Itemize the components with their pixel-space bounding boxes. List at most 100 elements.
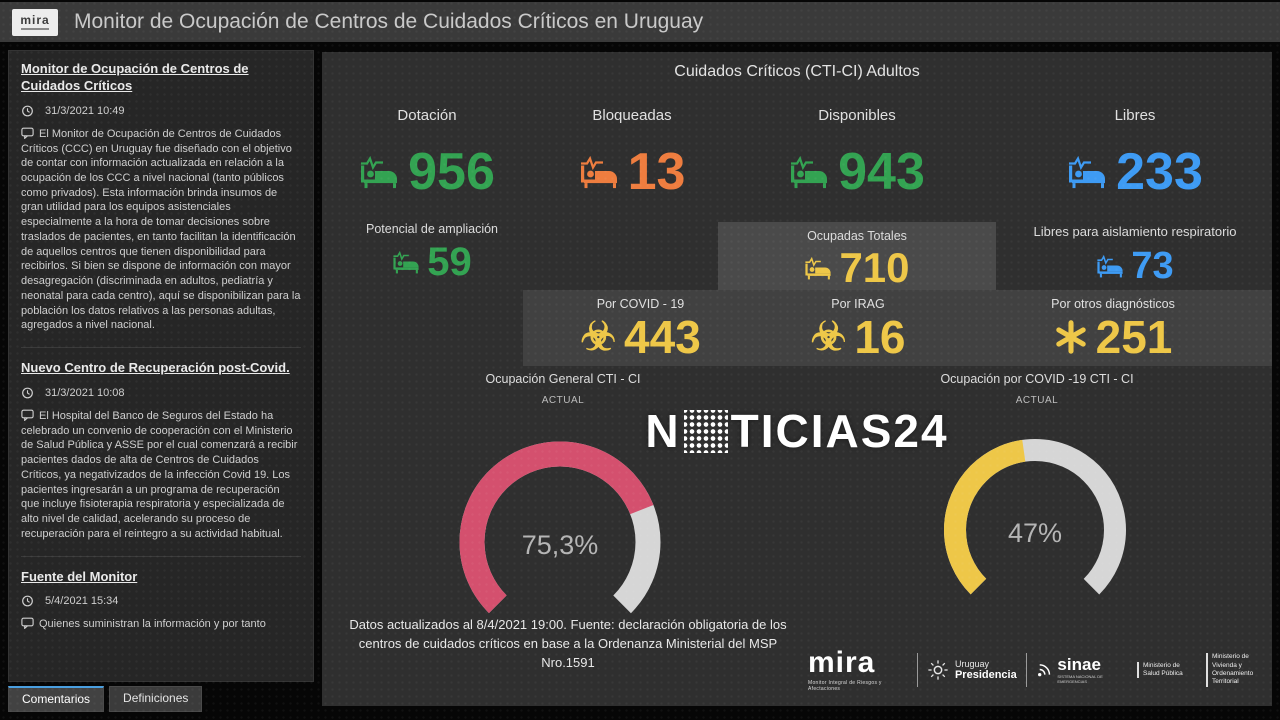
stat-value-row: 710 [718, 247, 996, 289]
stat-value: 16 [854, 311, 906, 363]
stat-label: Libres para aislamiento respiratorio [1033, 224, 1237, 239]
comment-icon [21, 617, 34, 629]
stat-value-row: 13 [537, 146, 727, 198]
section-title: Cuidados Críticos (CTI-CI) Adultos [674, 63, 920, 80]
gauge-title: Ocupación por COVID -19 CTI - CI [940, 372, 1134, 386]
stat-value-row: 251 [978, 314, 1248, 360]
entry-title-link[interactable]: Fuente del Monitor [21, 568, 138, 584]
mira-logo-underline [21, 28, 49, 30]
tab-definiciones[interactable]: Definiciones [109, 686, 203, 712]
stat-label: Disponibles [818, 107, 896, 124]
sidebar-entry: Nuevo Centro de Recuperación post-Covid.… [21, 347, 301, 542]
stat-label: Por IRAG [831, 297, 885, 311]
stat-label: Por otros diagnósticos [1051, 297, 1175, 311]
sidebar-comments-panel[interactable]: Monitor de Ocupación de Centros de Cuida… [8, 50, 314, 682]
sidebar-tabs: Comentarios Definiciones [8, 686, 203, 712]
stat-potencial-ampliacion: Potencial de ampliación 59 [332, 222, 532, 282]
stat-value: 73 [1131, 245, 1174, 287]
mira-logo-text: mira [808, 646, 876, 679]
clock-icon [21, 105, 34, 117]
comment-icon [21, 409, 34, 421]
gauge-arc [944, 439, 1126, 621]
entry-body-text: El Hospital del Banco de Seguros del Est… [21, 409, 298, 540]
gauge-subtitle: ACTUAL [1015, 395, 1059, 406]
signal-waves-icon [1036, 661, 1053, 679]
gauge-subtitle: ACTUAL [541, 395, 585, 406]
gauge-value: 75,3% [521, 530, 599, 561]
stat-value: 233 [1116, 143, 1203, 201]
page-title: Monitor de Ocupación de Centros de Cuida… [74, 10, 704, 33]
hospital-bed-icon [789, 156, 829, 189]
stat-libres: Libres 233 [1040, 107, 1230, 198]
sidebar-entry: Monitor de Ocupación de Centros de Cuida… [21, 61, 301, 333]
entry-body: El Monitor de Ocupación de Centros de Cu… [21, 127, 301, 333]
entry-time-row: 31/3/2021 10:08 [21, 387, 301, 399]
stat-libres-aislamiento: Libres para aislamiento respiratorio 73 [998, 224, 1272, 285]
biohazard-icon: ☣ [580, 315, 617, 359]
stat-bloqueadas: Bloqueadas 13 [537, 107, 727, 198]
hospital-bed-icon [392, 251, 420, 274]
watermark-text: TICIAS24 [730, 405, 949, 457]
stat-label: Ocupadas Totales [807, 229, 907, 243]
gauge-covid-header: Ocupación por COVID -19 CTI - CI ACTUAL [917, 372, 1157, 406]
entry-time-row: 31/3/2021 10:49 [21, 105, 301, 117]
presidencia-text: Uruguay [954, 658, 989, 669]
header-bar: mira Monitor de Ocupación de Centros de … [0, 2, 1280, 42]
logo-divider [916, 653, 918, 687]
entry-body: Quienes suministran la información y por… [21, 617, 301, 632]
halftone-o-icon [683, 409, 728, 453]
stat-label: Bloqueadas [592, 107, 672, 124]
data-source-footnote: Datos actualizados al 8/4/2021 19:00. Fu… [349, 617, 787, 670]
entry-title-link[interactable]: Nuevo Centro de Recuperación post-Covid. [21, 360, 290, 376]
stat-value-row: ☣ 16 [758, 314, 958, 360]
diagnostics-strip: Por COVID - 19 ☣ 443 Por IRAG ☣ 16 Por o… [523, 290, 1272, 366]
stat-label: Potencial de ampliación [365, 222, 499, 236]
hospital-bed-icon [359, 156, 399, 189]
entry-timestamp: 31/3/2021 10:08 [45, 386, 125, 399]
stat-por-irag: Por IRAG ☣ 16 [758, 297, 958, 360]
entry-body-text: El Monitor de Ocupación de Centros de Cu… [21, 127, 301, 332]
stat-value-row: 73 [998, 247, 1272, 285]
mira-logo-tagline: Monitor Integral de Riesgos y Afectacion… [808, 680, 882, 692]
footer-logos: mira Monitor Integral de Riesgos y Afect… [808, 644, 1266, 696]
entry-title-link[interactable]: Monitor de Ocupación de Centros de Cuida… [21, 61, 249, 93]
mira-logo: mira [12, 8, 58, 36]
stat-value-row: 59 [332, 242, 532, 282]
stat-value-row: 233 [1040, 146, 1230, 198]
biohazard-icon: ☣ [810, 315, 847, 359]
mira-footer-logo: mira Monitor Integral de Riesgos y Afect… [808, 646, 908, 693]
stat-value: 710 [839, 244, 910, 291]
tab-comentarios[interactable]: Comentarios [8, 686, 105, 712]
gauge-title: Ocupación General CTI - CI [485, 372, 641, 386]
sun-icon [927, 659, 949, 681]
stat-label: Libres [1114, 107, 1156, 124]
gauge-general-header: Ocupación General CTI - CI ACTUAL [382, 372, 744, 406]
stat-value: 956 [408, 143, 495, 201]
gauge-value: 47% [1007, 518, 1063, 549]
entry-body-text: Quienes suministran la información y por… [39, 618, 266, 631]
stat-value: 13 [627, 143, 686, 201]
sidebar-entry: Fuente del Monitor 5/4/2021 15:34 Quiene… [21, 555, 301, 633]
clock-icon [21, 387, 34, 399]
stat-otros-diagnosticos: Por otros diagnósticos 251 [978, 297, 1248, 360]
hospital-bed-icon [804, 257, 832, 280]
stat-label: Por COVID - 19 [596, 297, 685, 311]
entry-timestamp: 5/4/2021 15:34 [45, 595, 119, 608]
stat-value: 59 [427, 240, 472, 284]
presidencia-text: Presidencia [954, 668, 1017, 681]
sinae-logo-tagline: SISTEMA NACIONAL DE EMERGENCIAS [1057, 674, 1103, 684]
stat-dotacion: Dotación 956 [332, 107, 522, 198]
hospital-bed-icon [1096, 255, 1124, 278]
stat-por-covid19: Por COVID - 19 ☣ 443 [533, 297, 748, 360]
asterisk-icon [1054, 320, 1088, 354]
mira-logo-text: mira [20, 13, 50, 27]
main-panel: Cuidados Críticos (CTI-CI) Adultos Dotac… [322, 52, 1272, 706]
gauge-occupancy-general: 75,3% [450, 432, 670, 652]
logo-divider [1025, 653, 1027, 687]
ministerio-vivienda-logo: Ministerio de Vivienda y Ordenamiento Te… [1206, 653, 1266, 687]
hospital-bed-icon [1067, 156, 1107, 189]
noticias24-watermark: N TICIAS24 [322, 404, 1272, 458]
stat-value-row: 943 [762, 146, 952, 198]
stat-value: 443 [624, 311, 701, 363]
